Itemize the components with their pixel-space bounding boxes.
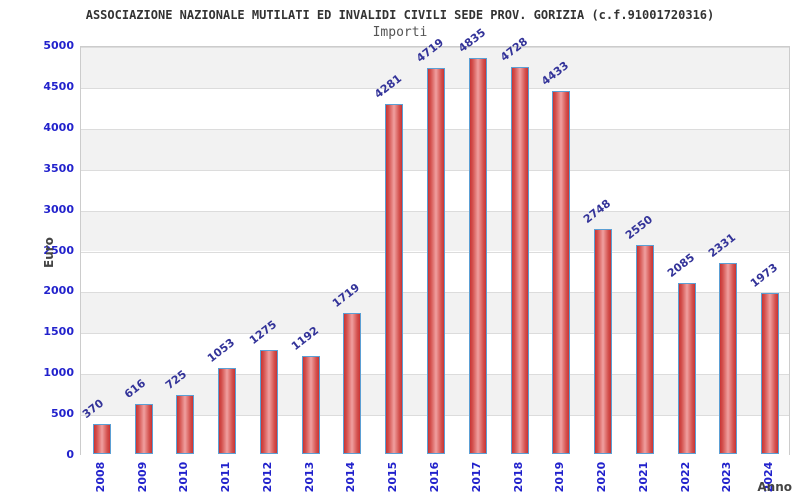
bar: [635, 245, 654, 454]
y-tick-label: 2000: [43, 284, 74, 298]
x-tick-label: 2019: [553, 461, 567, 493]
y-tick-label: 1000: [43, 366, 74, 380]
bar: [218, 368, 237, 454]
bar: [259, 350, 278, 454]
y-tick-label: 3000: [43, 202, 74, 216]
bar: [385, 104, 404, 454]
bar: [761, 293, 780, 454]
x-tick-label: 2023: [720, 461, 734, 493]
bar: [301, 356, 320, 454]
y-tick-label: 4000: [43, 120, 74, 134]
y-tick-label: 3500: [43, 161, 74, 175]
bar: [552, 91, 571, 454]
chart-title: ASSOCIAZIONE NAZIONALE MUTILATI ED INVAL…: [85, 8, 715, 22]
bar: [468, 58, 487, 454]
x-tick-label: 2017: [469, 461, 483, 493]
bar: [427, 68, 445, 454]
x-tick-label: 2010: [177, 461, 191, 493]
bar: [677, 283, 696, 454]
x-tick-label: 2014: [344, 461, 358, 493]
y-axis-title: Euro: [42, 237, 56, 268]
bar: [719, 263, 738, 454]
x-tick-label: 2016: [428, 461, 441, 493]
x-tick-label: 2009: [135, 461, 149, 493]
y-tick-label: 0: [66, 448, 74, 461]
x-tick-label: 2020: [595, 461, 609, 493]
y-tick-label: 500: [51, 407, 74, 421]
y-tick-label: 5000: [43, 39, 74, 52]
y-tick-label: 4500: [43, 79, 74, 93]
x-tick-label: 2012: [260, 461, 274, 493]
bar: [134, 404, 153, 454]
bar: [594, 229, 613, 454]
x-tick-label: 2022: [678, 461, 692, 493]
bar: [176, 395, 195, 454]
x-tick-label: 2018: [511, 461, 525, 493]
x-tick-label: 2013: [302, 461, 316, 493]
y-tick-label: 2500: [43, 243, 74, 257]
x-tick-label: 2011: [219, 461, 233, 493]
bar: [343, 313, 362, 454]
x-axis-title: Anno: [757, 480, 792, 494]
bar: [92, 424, 111, 454]
chart-subtitle: Importi: [372, 25, 428, 40]
y-tick-label: 1500: [43, 325, 74, 339]
x-tick-label: 2008: [93, 461, 107, 493]
x-tick-label: 2021: [636, 461, 650, 493]
plot-area: 370 616 725 1053 1275 1192 1719 4281 4719 4835 472…: [80, 26, 790, 456]
bar: [510, 67, 529, 454]
x-tick-label: 2015: [386, 461, 400, 493]
